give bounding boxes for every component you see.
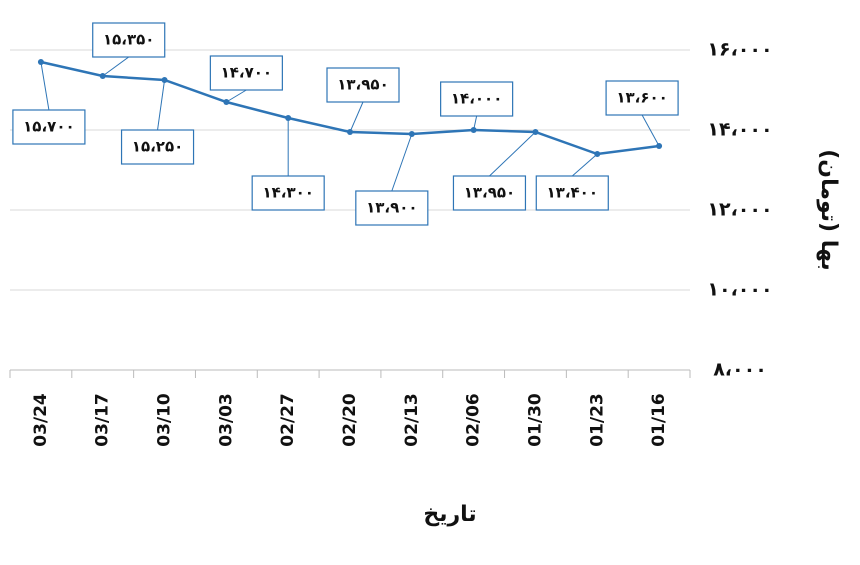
y-tick-label: ۱۴،۰۰۰ — [707, 119, 772, 141]
value-label: ۱۳،۴۰۰ — [547, 184, 598, 202]
x-tick-label: 02/06 — [464, 393, 484, 447]
x-tick-label: 03/24 — [31, 393, 51, 447]
value-label: ۱۵،۳۵۰ — [103, 31, 154, 49]
x-tick-label: 02/13 — [402, 393, 422, 447]
label-box — [326, 67, 400, 103]
x-tick-label: 01/16 — [649, 393, 669, 447]
x-tick-label: 01/30 — [525, 393, 545, 447]
leader-line — [571, 153, 598, 177]
label-box — [92, 22, 166, 58]
label-box — [440, 81, 514, 117]
leader-line — [641, 114, 660, 147]
value-label: ۱۴،۳۰۰ — [262, 184, 313, 202]
x-tick-label: 02/27 — [278, 393, 298, 447]
value-label: ۱۳،۶۰۰ — [616, 89, 667, 107]
x-axis-title: تاریخ — [423, 502, 476, 527]
value-label: ۱۴،۰۰۰ — [451, 90, 502, 108]
label-box — [209, 55, 283, 91]
leader-line — [489, 131, 536, 177]
label-box — [355, 190, 429, 226]
leader-line — [473, 115, 478, 131]
x-tick-label: 03/03 — [216, 393, 236, 447]
value-label: ۱۴،۷۰۰ — [221, 64, 272, 82]
value-label: ۱۳،۹۵۰ — [464, 184, 515, 202]
value-label: ۱۳،۹۰۰ — [366, 199, 417, 217]
x-tick-label: 03/17 — [93, 393, 113, 447]
y-tick-label: ۱۶،۰۰۰ — [707, 39, 772, 61]
label-box — [120, 129, 195, 165]
leader-line — [40, 61, 50, 111]
x-tick-label: 01/23 — [587, 393, 607, 447]
value-label: ۱۵،۲۵۰ — [132, 138, 183, 156]
label-box — [452, 175, 527, 211]
x-tick-label: 02/20 — [340, 393, 360, 447]
x-tick-label: 03/10 — [155, 393, 175, 447]
leader-line — [102, 56, 130, 77]
y-tick-label: ۱۲،۰۰۰ — [707, 199, 772, 221]
leader-line — [349, 101, 364, 133]
y-tick-label: ۱۰،۰۰۰ — [707, 279, 772, 301]
leader-line — [391, 133, 413, 192]
leader-line — [226, 89, 247, 103]
leader-line — [157, 79, 166, 131]
label-box — [605, 80, 679, 116]
label-box — [251, 175, 325, 211]
y-tick-label: ۸،۰۰۰ — [713, 359, 767, 381]
value-label: ۱۳،۹۵۰ — [337, 76, 388, 94]
value-label: ۱۵،۷۰۰ — [23, 118, 74, 136]
label-box — [535, 175, 609, 211]
label-box — [12, 109, 86, 145]
y-axis-title: بها (تومان) — [816, 149, 841, 271]
